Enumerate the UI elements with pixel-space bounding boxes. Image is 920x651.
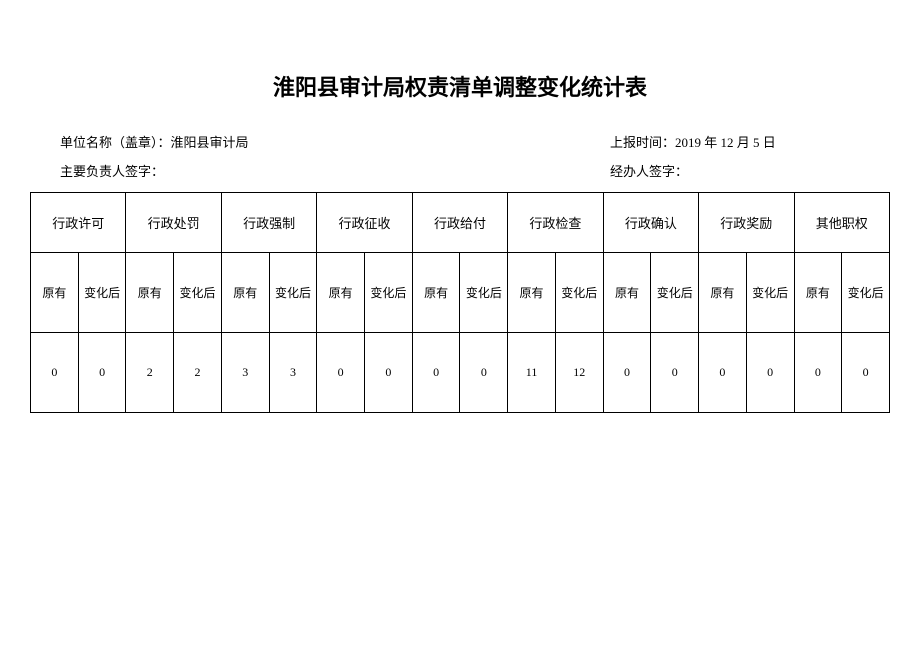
subheader-original: 原有: [412, 253, 460, 333]
category-header: 行政处罚: [126, 193, 221, 253]
data-cell: 0: [746, 333, 794, 413]
category-header: 行政许可: [31, 193, 126, 253]
unit-name: 淮阳县审计局: [171, 135, 249, 150]
subheader-original: 原有: [603, 253, 651, 333]
data-cell: 0: [31, 333, 79, 413]
data-cell: 3: [221, 333, 269, 413]
data-cell: 0: [651, 333, 699, 413]
handler-signer: 经办人签字：: [610, 161, 860, 180]
subheader-original: 原有: [508, 253, 556, 333]
table-category-row: 行政许可 行政处罚 行政强制 行政征收 行政给付 行政检查 行政确认 行政奖励 …: [31, 193, 890, 253]
data-cell: 0: [794, 333, 842, 413]
data-cell: 0: [412, 333, 460, 413]
data-cell: 3: [269, 333, 317, 413]
data-cell: 2: [126, 333, 174, 413]
data-cell: 11: [508, 333, 556, 413]
category-header: 其他职权: [794, 193, 890, 253]
table-subheader-row: 原有 变化后 原有 变化后 原有 变化后 原有 变化后 原有 变化后 原有 变化…: [31, 253, 890, 333]
subheader-after: 变化后: [555, 253, 603, 333]
data-cell: 0: [460, 333, 508, 413]
category-header: 行政检查: [508, 193, 603, 253]
data-cell: 0: [699, 333, 747, 413]
subheader-original: 原有: [126, 253, 174, 333]
subheader-after: 变化后: [460, 253, 508, 333]
subheader-after: 变化后: [174, 253, 222, 333]
subheader-original: 原有: [794, 253, 842, 333]
data-cell: 2: [174, 333, 222, 413]
report-time-value: 2019 年 12 月 5 日: [675, 135, 776, 150]
data-cell: 0: [78, 333, 126, 413]
main-signer: 主要负责人签字：: [60, 161, 610, 180]
category-header: 行政奖励: [699, 193, 794, 253]
data-cell: 0: [603, 333, 651, 413]
data-cell: 0: [317, 333, 365, 413]
unit-label: 单位名称（盖章）：: [60, 135, 171, 150]
subheader-original: 原有: [31, 253, 79, 333]
subheader-original: 原有: [317, 253, 365, 333]
report-time-label: 上报时间：: [610, 135, 675, 150]
subheader-after: 变化后: [78, 253, 126, 333]
data-cell: 0: [365, 333, 413, 413]
subheader-after: 变化后: [365, 253, 413, 333]
subheader-after: 变化后: [842, 253, 890, 333]
page-title: 淮阳县审计局权责清单调整变化统计表: [30, 70, 890, 102]
subheader-original: 原有: [699, 253, 747, 333]
data-cell: 12: [555, 333, 603, 413]
data-cell: 0: [842, 333, 890, 413]
handler-signer-label: 经办人签字：: [610, 164, 688, 179]
subheader-after: 变化后: [746, 253, 794, 333]
category-header: 行政强制: [221, 193, 316, 253]
table-data-row: 0 0 2 2 3 3 0 0 0 0 11 12 0 0 0 0 0 0: [31, 333, 890, 413]
category-header: 行政确认: [603, 193, 698, 253]
subheader-original: 原有: [221, 253, 269, 333]
info-row-2: 主要负责人签字： 经办人签字：: [30, 161, 890, 180]
report-time-info: 上报时间：2019 年 12 月 5 日: [610, 132, 860, 151]
category-header: 行政征收: [317, 193, 412, 253]
category-header: 行政给付: [412, 193, 507, 253]
subheader-after: 变化后: [269, 253, 317, 333]
unit-info: 单位名称（盖章）：淮阳县审计局: [60, 132, 610, 151]
subheader-after: 变化后: [651, 253, 699, 333]
statistics-table: 行政许可 行政处罚 行政强制 行政征收 行政给付 行政检查 行政确认 行政奖励 …: [30, 192, 890, 413]
info-row-1: 单位名称（盖章）：淮阳县审计局 上报时间：2019 年 12 月 5 日: [30, 132, 890, 151]
main-signer-label: 主要负责人签字：: [60, 164, 164, 179]
